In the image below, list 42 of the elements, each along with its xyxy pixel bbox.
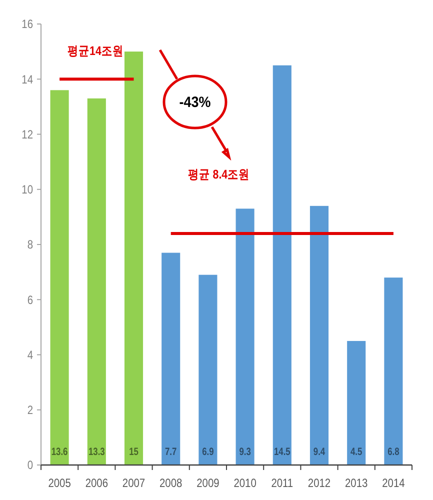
x-tick-label: 2008 (160, 477, 182, 490)
bar (347, 340, 366, 465)
data-label: 15 (129, 446, 140, 458)
x-tick-label: 2007 (122, 477, 146, 490)
y-tick-label: 6 (27, 294, 33, 308)
x-tick-label: 2013 (345, 477, 368, 490)
data-label: 14.5 (274, 446, 291, 458)
y-tick-label: 2 (27, 404, 33, 418)
x-tick-label: 2012 (308, 477, 331, 490)
x-tick-label: 2014 (382, 477, 405, 490)
bar (384, 278, 403, 465)
y-tick-label: 16 (22, 18, 33, 32)
legend-label: 평균 8.4조원 (188, 168, 250, 182)
data-label: 13.6 (51, 446, 68, 458)
data-label: 6.8 (388, 446, 400, 458)
data-label: 7.7 (165, 446, 177, 458)
y-tick-label: 8 (27, 239, 33, 252)
x-tick-label: 2006 (85, 477, 108, 490)
y-tick-label: 4 (27, 349, 33, 362)
bar (50, 90, 69, 465)
bar (236, 208, 254, 465)
data-label: 6.9 (202, 446, 214, 458)
bar (162, 252, 180, 465)
bar (198, 274, 218, 465)
bar (87, 98, 106, 465)
x-tick-label: 2009 (196, 477, 220, 490)
bar (310, 206, 329, 465)
y-tick-label: 14 (22, 74, 33, 87)
x-tick-label: 2010 (234, 477, 256, 490)
data-label: 9.4 (313, 446, 326, 458)
y-tick-label: 12 (22, 128, 33, 142)
annotation: -43% (179, 94, 212, 112)
data-label: 4.5 (350, 446, 363, 458)
bar (124, 52, 144, 465)
data-label: 9.3 (239, 446, 251, 458)
series-label: 평균14조원 (68, 44, 124, 58)
y-tick-label: 10 (22, 184, 33, 197)
x-tick-label: 2005 (48, 477, 71, 490)
y-tick-label: 0 (27, 460, 33, 472)
x-tick-label: 2011 (271, 477, 294, 490)
data-label: 13.3 (88, 446, 105, 458)
bar (272, 65, 292, 465)
